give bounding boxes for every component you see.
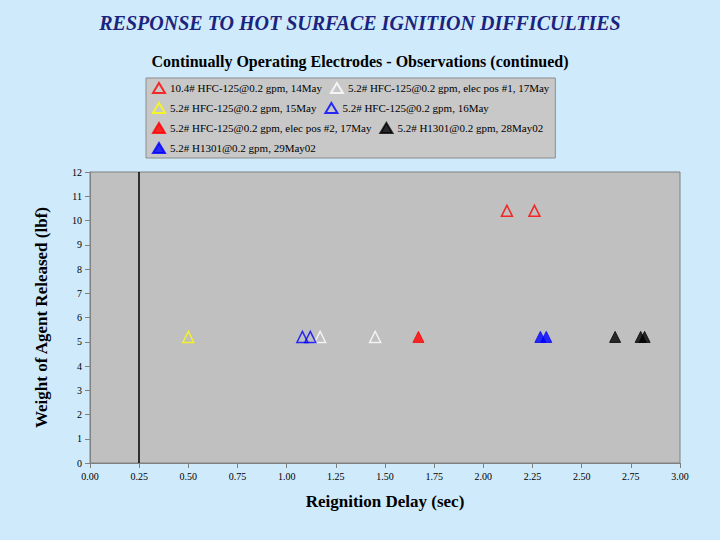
svg-text:4: 4 — [77, 361, 82, 372]
svg-text:11: 11 — [72, 191, 82, 202]
svg-text:5.2# HFC-125@0.2 gpm, elec pos: 5.2# HFC-125@0.2 gpm, elec pos #1, 17May — [348, 82, 550, 94]
svg-text:2.75: 2.75 — [622, 471, 640, 482]
svg-text:2.25: 2.25 — [524, 471, 542, 482]
svg-text:0.75: 0.75 — [229, 471, 247, 482]
svg-text:10.4# HFC-125@0.2 gpm, 14May: 10.4# HFC-125@0.2 gpm, 14May — [170, 82, 322, 94]
svg-text:1.75: 1.75 — [425, 471, 443, 482]
svg-text:5: 5 — [77, 336, 82, 347]
svg-text:1.00: 1.00 — [278, 471, 296, 482]
svg-text:Continually Operating Electrod: Continually Operating Electrodes - Obser… — [151, 53, 568, 71]
svg-text:5.2# HFC-125@0.2 gpm, elec pos: 5.2# HFC-125@0.2 gpm, elec pos #2, 17May — [170, 122, 372, 134]
svg-text:1.25: 1.25 — [327, 471, 345, 482]
svg-text:0: 0 — [77, 458, 82, 469]
svg-text:2: 2 — [77, 409, 82, 420]
svg-text:8: 8 — [77, 264, 82, 275]
svg-text:RESPONSE TO HOT SURFACE IGNITI: RESPONSE TO HOT SURFACE IGNITION DIFFICU… — [98, 12, 620, 34]
svg-text:5.2# H1301@0.2 gpm, 29May02: 5.2# H1301@0.2 gpm, 29May02 — [170, 142, 316, 154]
svg-text:9: 9 — [77, 239, 82, 250]
svg-text:5.2# HFC-125@0.2 gpm, 16May: 5.2# HFC-125@0.2 gpm, 16May — [342, 102, 489, 114]
svg-text:6: 6 — [77, 312, 82, 323]
svg-text:0.50: 0.50 — [180, 471, 198, 482]
svg-text:1.50: 1.50 — [376, 471, 394, 482]
svg-text:10: 10 — [72, 215, 82, 226]
svg-text:1: 1 — [77, 433, 82, 444]
svg-text:5.2# HFC-125@0.2 gpm, 15May: 5.2# HFC-125@0.2 gpm, 15May — [170, 102, 317, 114]
svg-text:12: 12 — [72, 167, 82, 178]
svg-text:2.50: 2.50 — [573, 471, 591, 482]
svg-text:2.00: 2.00 — [475, 471, 493, 482]
svg-text:3.00: 3.00 — [671, 471, 689, 482]
svg-text:Reignition Delay (sec): Reignition Delay (sec) — [306, 492, 465, 511]
svg-text:0.00: 0.00 — [81, 471, 99, 482]
svg-text:0.25: 0.25 — [130, 471, 148, 482]
svg-text:Weight of Agent Released (lbf): Weight of Agent Released (lbf) — [32, 207, 51, 428]
svg-text:5.2# H1301@0.2 gpm, 28May02: 5.2# H1301@0.2 gpm, 28May02 — [397, 122, 543, 134]
svg-text:3: 3 — [77, 385, 82, 396]
svg-text:7: 7 — [77, 288, 82, 299]
